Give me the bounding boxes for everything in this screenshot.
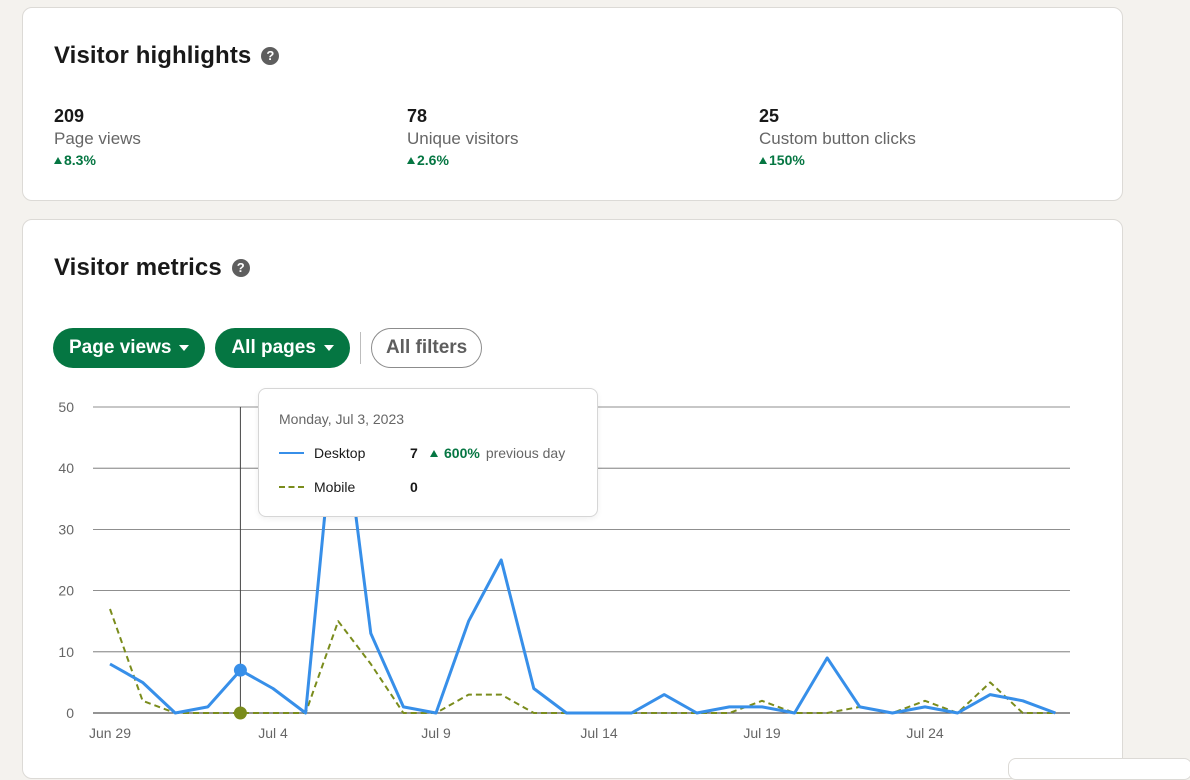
help-icon[interactable]: ? — [231, 259, 250, 277]
tooltip-date: Monday, Jul 3, 2023 — [279, 411, 405, 427]
stat-label: Custom button clicks — [759, 129, 916, 148]
series-line-mobile — [109, 608, 1056, 714]
all-filters-button[interactable]: All filters — [370, 328, 483, 368]
stat-unique-visitors: 78 Unique visitors 2.6% — [407, 105, 519, 169]
triangle-up-icon — [430, 449, 438, 457]
caret-down-icon — [323, 345, 334, 351]
stat-change-value: 8.3% — [64, 152, 96, 168]
tooltip-series-name: Mobile — [314, 479, 356, 495]
stat-value: 25 — [759, 106, 780, 126]
stat-change: 8.3% — [54, 151, 141, 169]
x-tick-label: Jul 14 — [580, 725, 618, 741]
y-tick-label: 50 — [58, 399, 74, 415]
metric-dropdown[interactable]: Page views — [53, 328, 206, 368]
desktop-legend-line — [279, 452, 304, 454]
y-tick-label: 30 — [58, 521, 74, 537]
help-icon[interactable]: ? — [261, 47, 280, 65]
tooltip-change-value: 600% — [444, 445, 480, 461]
x-tick-label: Jul 24 — [906, 725, 944, 741]
next-card-edge — [1008, 758, 1190, 780]
hover-markers — [233, 663, 247, 720]
triangle-up-icon — [54, 156, 62, 164]
x-tick-label: Jul 9 — [421, 725, 451, 741]
all-filters-label: All filters — [385, 337, 468, 358]
metrics-title-text: Visitor metrics — [54, 254, 222, 281]
series-line-desktop — [109, 388, 1056, 715]
filter-bar: Page views All pages All filters — [53, 328, 483, 368]
x-tick-label: Jul 4 — [258, 725, 288, 741]
stat-change: 2.6% — [407, 151, 519, 169]
y-tick-label: 10 — [58, 644, 74, 660]
tooltip-change: 600% — [430, 445, 480, 461]
stat-change-value: 150% — [769, 152, 805, 168]
y-tick-label: 0 — [66, 705, 74, 721]
tooltip-row-mobile: Mobile 0 — [279, 479, 430, 495]
chart-tooltip: Monday, Jul 3, 2023 Desktop 7 600% previ… — [258, 388, 598, 517]
metrics-title: Visitor metrics ? — [54, 254, 250, 282]
visitor-highlights-card: Visitor highlights ? 209 Page views 8.3%… — [22, 7, 1123, 201]
tooltip-row-desktop: Desktop 7 600% previous day — [279, 445, 565, 461]
filter-divider — [359, 332, 361, 364]
tooltip-series-value: 7 — [410, 445, 418, 461]
stat-value: 209 — [54, 106, 85, 126]
stat-label: Unique visitors — [407, 129, 519, 148]
stat-label: Page views — [54, 129, 141, 148]
triangle-up-icon — [759, 156, 767, 164]
stat-page-views: 209 Page views 8.3% — [54, 105, 141, 169]
hover-marker-desktop — [233, 663, 247, 677]
tooltip-change-note: previous day — [485, 445, 566, 461]
tooltip-series-value: 0 — [410, 479, 418, 495]
y-axis: 0 10 20 30 40 50 — [58, 399, 74, 721]
y-tick-label: 40 — [58, 460, 74, 476]
stat-custom-button-clicks: 25 Custom button clicks 150% — [759, 105, 916, 169]
tooltip-series-name: Desktop — [314, 445, 366, 461]
pages-dropdown-label: All pages — [231, 337, 316, 358]
hover-marker-mobile — [233, 706, 247, 720]
stat-change: 150% — [759, 151, 916, 169]
pages-dropdown[interactable]: All pages — [215, 328, 350, 368]
stat-value: 78 — [407, 106, 428, 126]
y-tick-label: 20 — [58, 583, 74, 599]
visitor-metrics-chart[interactable]: 0 10 20 30 40 50 Jun 29 Jul 4 Jul 9 Jul 14 Jul 19… — [0, 0, 1190, 762]
stat-change-value: 2.6% — [417, 152, 449, 168]
x-tick-label: Jul 19 — [743, 725, 781, 741]
mobile-legend-line — [279, 486, 304, 488]
metric-dropdown-label: Page views — [69, 337, 172, 358]
highlights-title: Visitor highlights ? — [54, 42, 280, 70]
triangle-up-icon — [407, 156, 415, 164]
highlights-title-text: Visitor highlights — [54, 42, 252, 69]
caret-down-icon — [179, 345, 190, 351]
x-tick-label: Jun 29 — [89, 725, 131, 741]
x-axis: Jun 29 Jul 4 Jul 9 Jul 14 Jul 19 Jul 24 — [89, 725, 944, 741]
chart-series — [109, 388, 1056, 715]
